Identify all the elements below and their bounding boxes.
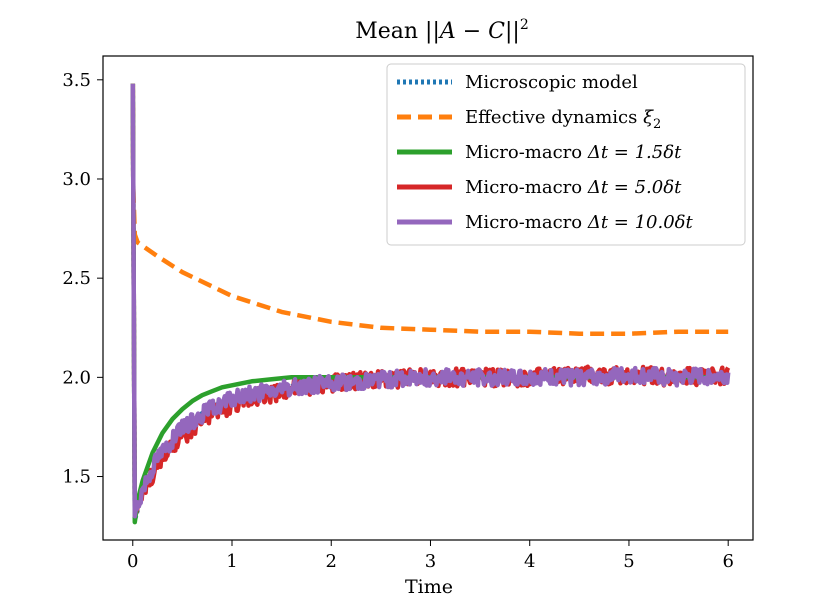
series-layer [130, 83, 731, 525]
y-tick-label: 2.5 [62, 268, 91, 289]
y-tick-label: 3.0 [62, 169, 91, 190]
legend-label-3: Micro-macro Δt = 5.0δt [465, 177, 682, 198]
legend: Microscopic model Effective dynamics ξ2 Mi… [386, 63, 746, 246]
series-line-1 [130, 83, 729, 336]
legend-label-text: Effective dynamics [465, 107, 643, 128]
legend-label-text: Microscopic model [465, 72, 638, 93]
legend-label-sub: 2 [653, 117, 661, 132]
legend-label-2: Micro-macro Δt = 1.5δt [465, 142, 682, 163]
x-tick-label: 4 [524, 551, 535, 572]
chart-title-sup: 2 [520, 17, 529, 33]
y-tick-label: 2.0 [62, 367, 91, 388]
x-tick-label: 1 [226, 551, 237, 572]
chart-title-prefix: Mean [355, 19, 425, 44]
plot-frame [102, 55, 754, 541]
legend-label-text: Micro-macro [465, 212, 588, 233]
legend-label-4: Micro-macro Δt = 10.0δt [465, 212, 694, 233]
x-tick-label: 5 [623, 551, 634, 572]
series-line-2 [130, 83, 729, 525]
legend-label-math: Δt = 5.0δt [587, 177, 682, 198]
x-tick-label: 3 [425, 551, 436, 572]
chart-title-expr: ||A − C|| [425, 19, 520, 44]
x-axis: 0 1 2 3 4 5 6 [127, 540, 734, 572]
legend-label-math: Δt = 1.5δt [587, 142, 682, 163]
y-tick-label: 1.5 [62, 467, 91, 488]
legend-label-text: Micro-macro [465, 142, 588, 163]
y-axis: 1.5 2.0 2.5 3.0 3.5 [62, 70, 103, 488]
x-tick-label: 0 [127, 551, 138, 572]
series-line-4 [130, 83, 731, 519]
x-tick-label: 2 [326, 551, 337, 572]
x-tick-label: 6 [722, 551, 733, 572]
legend-label-math: ξ [643, 107, 654, 128]
x-axis-label: Time [405, 576, 453, 598]
legend-label-1: Effective dynamics ξ2 [465, 107, 661, 132]
legend-label-0: Microscopic model [465, 72, 638, 93]
chart-title: Mean ||A − C||2 [355, 17, 529, 44]
legend-frame [386, 63, 746, 246]
legend-label-math: Δt = 10.0δt [587, 212, 694, 233]
legend-label-text: Micro-macro [465, 177, 588, 198]
y-tick-label: 3.5 [62, 70, 91, 91]
